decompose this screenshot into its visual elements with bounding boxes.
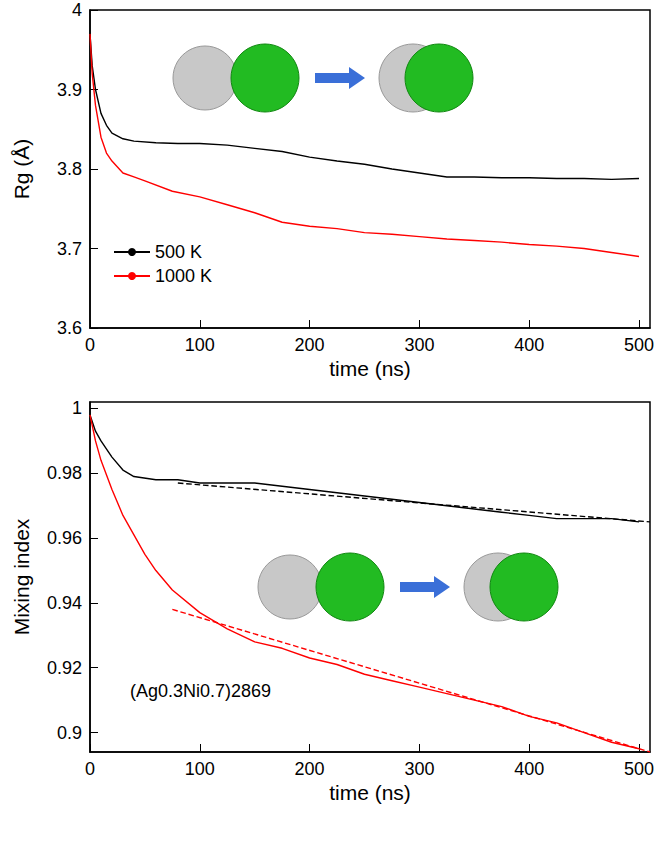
svg-text:3.7: 3.7	[57, 239, 82, 259]
svg-text:0.94: 0.94	[47, 593, 82, 613]
svg-text:3.9: 3.9	[57, 80, 82, 100]
svg-text:1: 1	[72, 398, 82, 418]
svg-text:500 K: 500 K	[155, 242, 202, 262]
svg-text:500: 500	[624, 335, 654, 355]
svg-text:500: 500	[624, 759, 654, 779]
svg-text:300: 300	[404, 335, 434, 355]
svg-text:4: 4	[72, 0, 82, 20]
svg-text:1000 K: 1000 K	[155, 266, 212, 286]
svg-text:Mixing index: Mixing index	[10, 518, 33, 635]
svg-text:(Ag0.3Ni0.7)2869: (Ag0.3Ni0.7)2869	[130, 681, 271, 701]
svg-text:200: 200	[295, 759, 325, 779]
svg-text:0.92: 0.92	[47, 658, 82, 678]
svg-text:100: 100	[185, 335, 215, 355]
svg-text:200: 200	[295, 335, 325, 355]
svg-text:time (ns): time (ns)	[329, 357, 411, 380]
svg-text:time (ns): time (ns)	[329, 781, 411, 804]
svg-text:Rg (Å): Rg (Å)	[10, 139, 33, 200]
svg-text:0: 0	[85, 759, 95, 779]
svg-text:400: 400	[514, 759, 544, 779]
svg-text:0.96: 0.96	[47, 528, 82, 548]
svg-text:0: 0	[85, 335, 95, 355]
svg-text:400: 400	[514, 335, 544, 355]
svg-text:3.6: 3.6	[57, 318, 82, 338]
svg-text:0.98: 0.98	[47, 463, 82, 483]
svg-text:300: 300	[404, 759, 434, 779]
svg-text:100: 100	[185, 759, 215, 779]
svg-text:3.8: 3.8	[57, 159, 82, 179]
svg-text:0.9: 0.9	[57, 723, 82, 743]
